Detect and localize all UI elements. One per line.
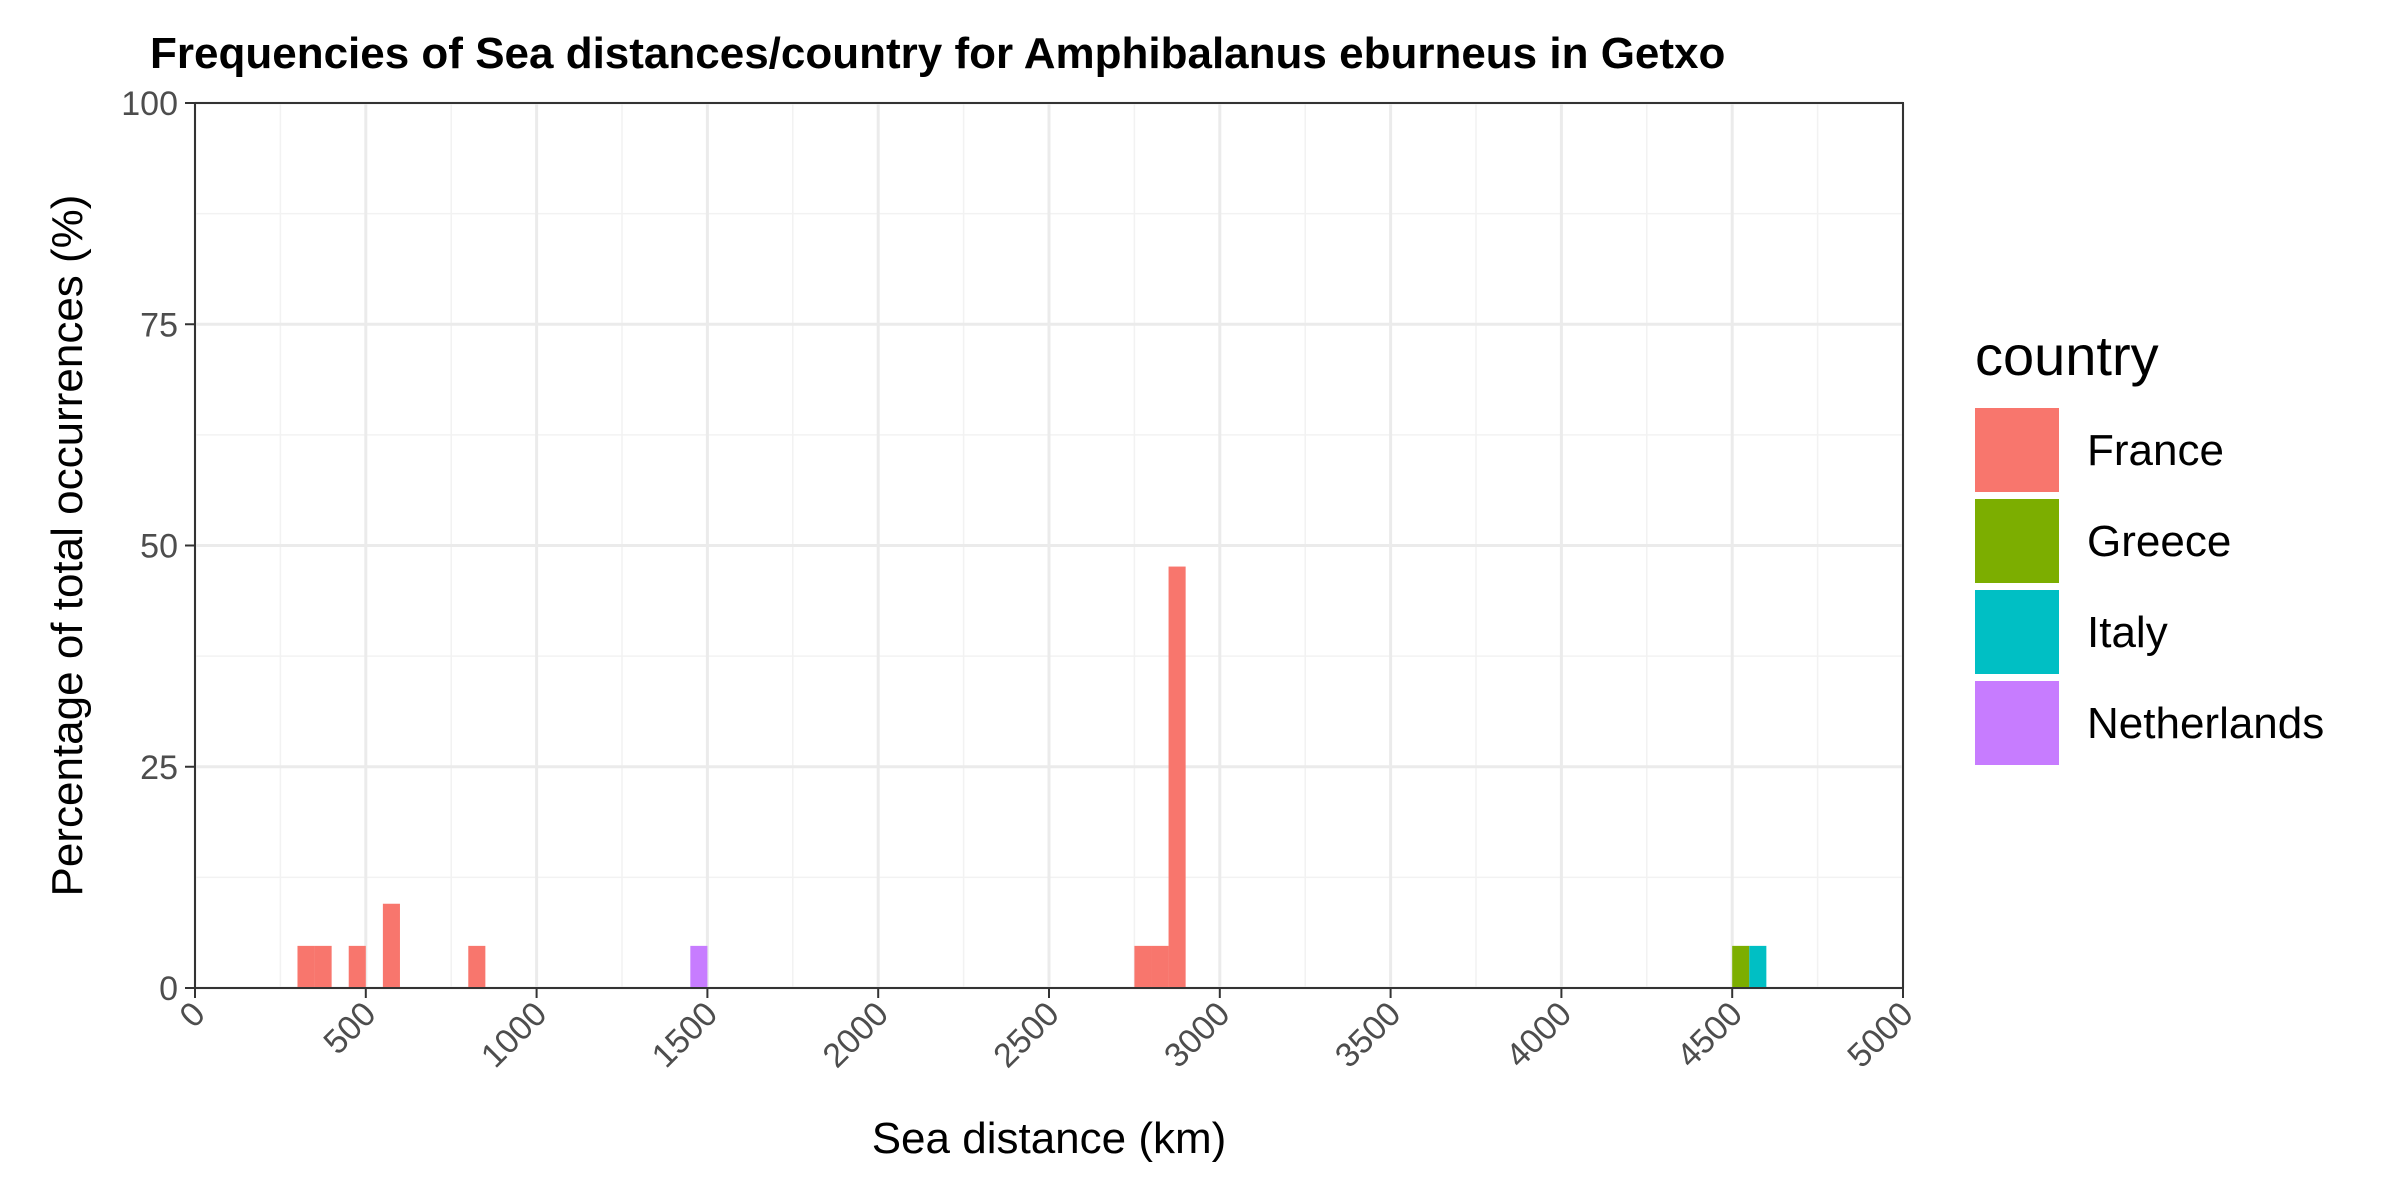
y-tick-label: 50 [140, 528, 178, 566]
x-tick-label: 3500 [1328, 995, 1408, 1075]
bar-france [468, 945, 486, 988]
legend-key-italy [1975, 590, 2059, 674]
bar-france [1151, 945, 1169, 988]
x-tick-label: 2000 [816, 995, 896, 1075]
legend-key-greece [1975, 499, 2059, 583]
legend-label-italy: Italy [2087, 608, 2168, 657]
bar-greece [1732, 945, 1750, 988]
legend-label-greece: Greece [2087, 517, 2231, 566]
x-axis-title: Sea distance (km) [872, 1114, 1227, 1163]
bar-france [382, 903, 400, 988]
x-tick-label: 2500 [986, 995, 1066, 1075]
legend-title: country [1975, 324, 2159, 387]
bar-netherlands [690, 945, 708, 988]
y-tick-label: 0 [159, 970, 178, 1008]
x-tick-label: 1000 [474, 995, 554, 1075]
x-tick-label: 4500 [1670, 995, 1750, 1075]
x-tick-label: 500 [316, 995, 383, 1062]
x-tick-label: 5000 [1840, 995, 1920, 1075]
legend-label-france: France [2087, 426, 2224, 475]
x-tick-label: 3000 [1157, 995, 1237, 1075]
bar-italy [1749, 945, 1767, 988]
bar-france [1134, 945, 1152, 988]
chart-title: Frequencies of Sea distances/country for… [150, 29, 1725, 78]
bar-france [1168, 566, 1186, 988]
bar-france [348, 945, 366, 988]
legend: country France Greece Italy Netherlands [1975, 324, 2324, 765]
y-tick-label: 75 [140, 306, 178, 344]
legend-label-netherlands: Netherlands [2087, 699, 2324, 748]
y-axis-title: Percentage of total occurrences (%) [43, 195, 92, 897]
grid [193, 101, 1905, 990]
bars [297, 566, 1767, 988]
x-tick-label: 1500 [645, 995, 725, 1075]
bar-france [314, 945, 332, 988]
legend-key-france [1975, 408, 2059, 492]
x-tick-label: 0 [172, 995, 212, 1035]
y-tick-label: 100 [121, 85, 178, 123]
bar-france [297, 945, 315, 988]
y-tick-label: 25 [140, 749, 178, 787]
legend-key-netherlands [1975, 681, 2059, 765]
x-tick-label: 4000 [1499, 995, 1579, 1075]
